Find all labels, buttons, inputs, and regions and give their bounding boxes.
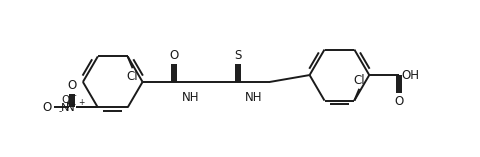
Text: -: - <box>59 107 62 116</box>
Text: O: O <box>43 101 52 114</box>
Text: N$^+$: N$^+$ <box>60 100 78 115</box>
Text: Cl: Cl <box>353 74 365 87</box>
Text: +: + <box>78 98 84 107</box>
Text: O: O <box>67 79 77 92</box>
Text: N: N <box>66 101 75 114</box>
Text: Cl: Cl <box>127 70 138 83</box>
Text: O: O <box>170 49 179 62</box>
Text: S: S <box>234 49 242 62</box>
Text: O: O <box>395 95 404 108</box>
Text: NH: NH <box>245 91 263 104</box>
Text: OH: OH <box>401 69 419 82</box>
Text: O$^-$: O$^-$ <box>61 93 78 105</box>
Text: NH: NH <box>181 91 199 104</box>
